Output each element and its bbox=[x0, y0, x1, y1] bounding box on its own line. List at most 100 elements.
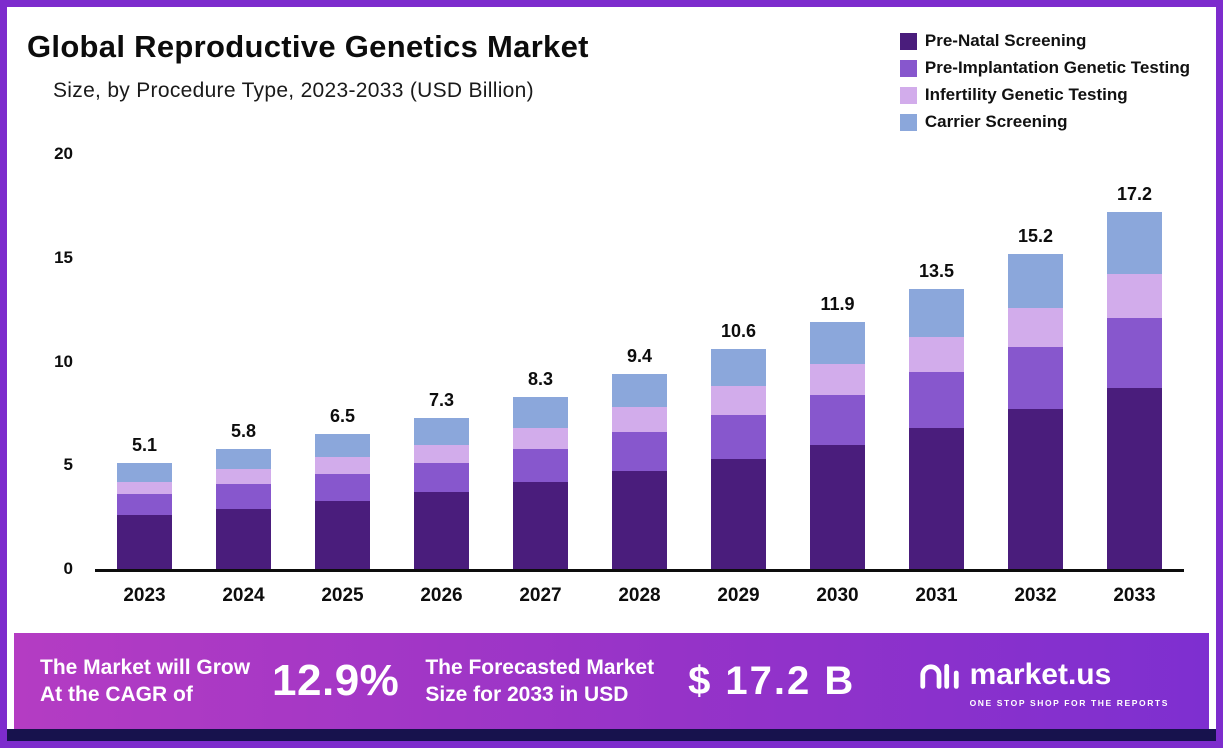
bar-stack bbox=[810, 322, 865, 569]
banner-forecast-value: $ 17.2 B bbox=[688, 658, 856, 703]
x-axis-label: 2031 bbox=[915, 585, 958, 606]
y-tick-label: 20 bbox=[54, 144, 73, 163]
logo-row: market.us bbox=[918, 655, 1111, 696]
bar-total-label: 17.2 bbox=[1116, 184, 1153, 205]
bar-stack bbox=[513, 396, 568, 569]
bar-stack bbox=[1008, 253, 1063, 569]
bar-column: 13.5 bbox=[887, 261, 986, 569]
legend-item: Pre-Implantation Genetic Testing bbox=[899, 58, 1190, 78]
bar-stack bbox=[612, 373, 667, 569]
banner-grow-line1: The Market will Grow bbox=[40, 655, 251, 679]
legend-swatch-icon bbox=[899, 32, 917, 50]
footer-strip bbox=[7, 729, 1216, 741]
title-block: Global Reproductive Genetics Market Size… bbox=[25, 29, 589, 103]
bar-segment bbox=[612, 471, 667, 569]
bar-column: 9.4 bbox=[590, 346, 689, 569]
bar-segment bbox=[1107, 274, 1162, 318]
x-axis-label: 2030 bbox=[816, 585, 859, 606]
x-axis-label: 2028 bbox=[618, 585, 661, 606]
plot-area: 0 5 10 15 20 5.1 5.8 6.5 7.3 8.3 9.4 10.6 11.9 13.5 1… bbox=[54, 144, 1184, 578]
legend-item: Infertility Genetic Testing bbox=[899, 85, 1190, 105]
bar-column: 15.2 bbox=[986, 226, 1085, 569]
bar-segment bbox=[1008, 409, 1063, 569]
legend-label: Infertility Genetic Testing bbox=[924, 85, 1128, 104]
banner-grow-line2: At the CAGR of bbox=[40, 683, 193, 706]
bar-stack bbox=[216, 448, 271, 569]
bar-stack bbox=[711, 349, 766, 569]
bar-segment bbox=[1008, 253, 1063, 308]
bar-segment bbox=[810, 444, 865, 569]
bar-stack bbox=[117, 463, 172, 569]
bar-column: 8.3 bbox=[491, 369, 590, 569]
chart-subtitle: Size, by Procedure Type, 2023-2033 (USD … bbox=[53, 79, 534, 102]
x-axis-label: 2025 bbox=[321, 585, 364, 606]
bar-segment bbox=[612, 407, 667, 433]
bar-column: 10.6 bbox=[689, 321, 788, 569]
bar-total-label: 6.5 bbox=[329, 406, 356, 427]
x-axis-label: 2033 bbox=[1113, 585, 1156, 606]
y-tick-label: 15 bbox=[54, 247, 73, 267]
y-tick-label: 5 bbox=[63, 455, 73, 475]
bar-segment bbox=[315, 473, 370, 501]
bar-column: 11.9 bbox=[788, 294, 887, 569]
chart-title: Global Reproductive Genetics Market bbox=[27, 29, 589, 64]
banner-cagr-value: 12.9% bbox=[272, 656, 400, 705]
bar-segment bbox=[414, 492, 469, 569]
bar-total-label: 10.6 bbox=[720, 321, 757, 342]
legend-label: Pre-Implantation Genetic Testing bbox=[924, 58, 1190, 77]
bar-segment bbox=[117, 515, 172, 569]
bar-segment bbox=[810, 363, 865, 395]
x-axis-label: 2029 bbox=[717, 585, 760, 606]
bar-segment bbox=[315, 434, 370, 457]
bar-segment bbox=[1107, 388, 1162, 569]
bar-stack bbox=[1107, 212, 1162, 569]
bar-column: 6.5 bbox=[293, 406, 392, 569]
banner-forecast-line2: Size for 2033 in USD bbox=[425, 683, 629, 706]
bar-segment bbox=[1107, 212, 1162, 275]
banner: The Market will Grow At the CAGR of 12.9… bbox=[14, 633, 1209, 729]
bar-total-label: 8.3 bbox=[527, 368, 554, 389]
bar-column: 7.3 bbox=[392, 390, 491, 569]
x-axis-label: 2026 bbox=[420, 585, 463, 606]
x-axis-label: 2023 bbox=[123, 585, 166, 606]
banner-forecast-text: The Forecasted Market Size for 2033 in U… bbox=[425, 654, 654, 709]
bar-total-label: 7.3 bbox=[428, 389, 455, 410]
legend-swatch-icon bbox=[899, 59, 917, 77]
y-axis: 0 5 10 15 20 bbox=[33, 144, 83, 578]
bar-segment bbox=[810, 394, 865, 445]
bar-segment bbox=[216, 483, 271, 509]
bar-segment bbox=[909, 288, 964, 337]
banner-forecast-line1: The Forecasted Market bbox=[425, 655, 655, 679]
bar-segment bbox=[216, 508, 271, 569]
bar-segment bbox=[909, 427, 964, 569]
bar-segment bbox=[909, 336, 964, 372]
legend-swatch-icon bbox=[899, 86, 917, 104]
legend-item: Carrier Screening bbox=[899, 112, 1190, 132]
bar-column: 5.1 bbox=[95, 435, 194, 569]
bar-segment bbox=[117, 463, 172, 482]
market-us-logo: market.us ONE STOP SHOP FOR THE REPORTS bbox=[918, 655, 1183, 708]
bar-segment bbox=[414, 463, 469, 493]
x-labels: 2023 2024 2025 2026 2027 2028 2029 2030 2031 2032… bbox=[95, 585, 1184, 607]
x-axis-label: 2024 bbox=[222, 585, 265, 606]
bar-total-label: 5.1 bbox=[131, 435, 158, 456]
y-tick-label: 0 bbox=[63, 559, 73, 578]
bar-column: 17.2 bbox=[1085, 184, 1184, 569]
bar-segment bbox=[513, 448, 568, 482]
bar-stack bbox=[909, 288, 964, 569]
bar-column: 5.8 bbox=[194, 421, 293, 569]
bar-segment bbox=[1008, 307, 1063, 347]
bar-segment bbox=[513, 427, 568, 449]
bar-segment bbox=[1107, 317, 1162, 389]
bar-segment bbox=[513, 396, 568, 428]
bar-segment bbox=[315, 500, 370, 569]
bar-segment bbox=[612, 373, 667, 408]
legend: Pre-Natal Screening Pre-Implantation Gene… bbox=[899, 29, 1198, 132]
bar-segment bbox=[513, 481, 568, 569]
bar-segment bbox=[1008, 346, 1063, 410]
bar-segment bbox=[117, 481, 172, 495]
legend-item: Pre-Natal Screening bbox=[899, 31, 1190, 51]
banner-grow-text: The Market will Grow At the CAGR of bbox=[40, 654, 250, 709]
bar-total-label: 5.8 bbox=[230, 420, 257, 441]
bar-segment bbox=[315, 456, 370, 474]
